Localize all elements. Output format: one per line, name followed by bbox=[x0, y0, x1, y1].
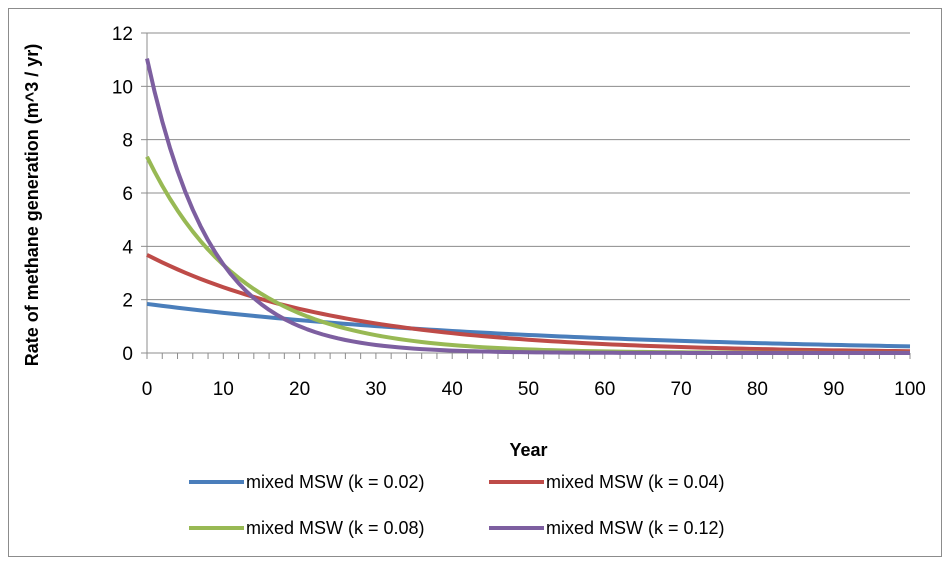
legend-label: mixed MSW (k = 0.12) bbox=[546, 518, 725, 538]
x-tick-label: 100 bbox=[894, 379, 926, 400]
chart-frame bbox=[8, 8, 942, 557]
x-tick-label: 20 bbox=[289, 379, 310, 400]
x-tick-label: 30 bbox=[365, 379, 386, 400]
y-tick-label: 10 bbox=[112, 77, 133, 98]
x-tick-label: 70 bbox=[671, 379, 692, 400]
x-tick-label: 80 bbox=[747, 379, 768, 400]
legend-label: mixed MSW (k = 0.02) bbox=[246, 472, 425, 492]
series-line-1 bbox=[146, 301, 911, 349]
series-line-4 bbox=[145, 58, 910, 355]
legend: mixed MSW (k = 0.02) mixed MSW (k = 0.04)… bbox=[189, 472, 725, 538]
legend-label: mixed MSW (k = 0.08) bbox=[246, 518, 425, 538]
y-tick-label: 8 bbox=[122, 131, 133, 152]
y-tick-label: 4 bbox=[122, 237, 133, 258]
y-tick-label: 2 bbox=[122, 291, 133, 312]
x-tick-label: 90 bbox=[823, 379, 844, 400]
y-tick-label: 0 bbox=[122, 344, 133, 365]
gridlines bbox=[147, 32, 910, 301]
x-tick-label: 60 bbox=[594, 379, 615, 400]
series-lines bbox=[145, 58, 911, 355]
y-tick-label: 6 bbox=[122, 184, 133, 205]
x-tick-label: 50 bbox=[518, 379, 539, 400]
x-axis-title: Year bbox=[509, 440, 547, 460]
y-axis-title: Rate of methane generation (m^3 / yr) bbox=[22, 44, 42, 367]
tick-labels: 0 2 4 6 8 10 12 0 10 20 30 40 50 60 70 80 90 100 bbox=[112, 24, 926, 400]
legend-label: mixed MSW (k = 0.04) bbox=[546, 472, 725, 492]
x-tick-label: 40 bbox=[442, 379, 463, 400]
axes bbox=[141, 32, 911, 359]
series-line-3 bbox=[145, 155, 910, 355]
y-tick-label: 12 bbox=[112, 24, 133, 45]
x-tick-label: 10 bbox=[213, 379, 234, 400]
x-tick-label: 0 bbox=[142, 379, 153, 400]
